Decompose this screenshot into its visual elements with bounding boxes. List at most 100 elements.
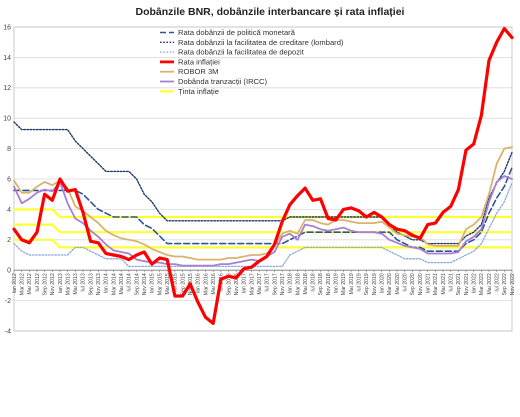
x-tick-label: Mai 2016	[211, 273, 217, 294]
x-tick-label: Mai 2012	[27, 273, 33, 294]
y-tick-label: 6	[7, 176, 11, 183]
series-line-inflation-target-band	[14, 238, 512, 249]
x-tick-label: Mar 2019	[341, 273, 347, 295]
x-tick-label: Mai 2018	[303, 273, 309, 294]
x-tick-label: Mar 2014	[111, 273, 117, 295]
x-tick-label: Mai 2021	[441, 273, 447, 294]
x-tick-label: Mai 2022	[487, 273, 493, 294]
x-tick-label: Ian 2016	[196, 273, 202, 293]
x-tick-label: Ian 2018	[288, 273, 294, 293]
x-tick-label: Sep 2021	[456, 273, 462, 295]
series-group	[14, 208, 512, 249]
y-tick-label: 0	[7, 268, 11, 275]
x-tick-label: Mar 2012	[19, 273, 25, 295]
x-tick-label: Ian 2013	[58, 273, 64, 293]
y-tick-label: -2	[5, 298, 11, 305]
x-tick-label: Iul 2013	[81, 273, 87, 292]
x-tick-label: Mai 2019	[349, 273, 355, 294]
x-tick-label: Sep 2015	[180, 273, 186, 295]
x-tick-label: Mai 2017	[257, 273, 263, 294]
x-tick-label: Ian 2014	[104, 273, 110, 293]
y-tick-label: 14	[3, 55, 11, 62]
x-tick-label: Iul 2015	[173, 273, 179, 292]
legend-label: Rata inflației	[178, 57, 220, 66]
x-tick-label: Sep 2014	[134, 273, 140, 295]
series-group	[13, 166, 513, 252]
x-tick-label: Mar 2017	[249, 273, 255, 295]
x-tick-label: Mar 2021	[433, 273, 439, 295]
y-tick-label: 8	[7, 146, 11, 153]
x-tick-label: Sep 2022	[502, 273, 508, 295]
x-tick-label: Nov 2017	[280, 273, 286, 295]
x-tick-label: Iul 2014	[127, 273, 133, 292]
series-group	[13, 182, 513, 268]
y-tick-label: 10	[3, 116, 11, 123]
x-tick-label: Nov 2019	[372, 273, 378, 295]
x-tick-label: Iul 2022	[494, 273, 500, 292]
x-tick-label: Ian 2017	[242, 273, 248, 293]
x-tick-label: Sep 2013	[88, 273, 94, 295]
x-tick-label: Mar 2013	[65, 273, 71, 295]
series-layer	[12, 26, 514, 325]
legend-label: Ținta inflație	[178, 87, 219, 96]
x-tick-label: Iul 2017	[265, 273, 271, 292]
x-tick-label: Mai 2013	[73, 273, 79, 294]
x-tick-label: Iul 2012	[35, 273, 41, 292]
x-tick-label: Iul 2018	[311, 273, 317, 292]
y-tick-label: 4	[7, 207, 11, 214]
x-tick-label: Ian 2020	[380, 273, 386, 293]
x-tick-label: Mai 2020	[395, 273, 401, 294]
x-tick-label: Mai 2015	[165, 273, 171, 294]
x-tick-label: Mai 2014	[119, 273, 125, 294]
x-tick-label: Ian 2012	[12, 273, 18, 293]
legend-label: Rata dobânzii de politică monetară	[178, 28, 296, 37]
series-line-inflation-target-band	[14, 208, 512, 219]
x-tick-label: Nov 2016	[234, 273, 240, 295]
y-tick-label: 2	[7, 237, 11, 244]
series-line	[13, 121, 513, 245]
series-line	[13, 166, 513, 252]
series-line	[13, 182, 513, 268]
x-tick-label: Sep 2020	[410, 273, 416, 295]
x-tick-label: Mar 2020	[387, 273, 393, 295]
legend-label: Rata dobânzii la facilitatea de depozit	[178, 48, 305, 57]
series-line	[12, 26, 514, 325]
x-tick-label: Iul 2021	[449, 273, 455, 292]
legend-label: ROBOR 3M	[178, 67, 219, 76]
x-tick-label: Iul 2019	[357, 273, 363, 292]
legend-label: Rata dobânzii la facilitatea de creditar…	[178, 38, 344, 47]
x-tick-label: Mar 2022	[479, 273, 485, 295]
series-group	[13, 121, 513, 245]
x-tick-label: Ian 2021	[426, 273, 432, 293]
y-tick-label: 16	[3, 24, 11, 31]
y-tick-label: -4	[5, 328, 11, 335]
x-tick-label: Sep 2012	[42, 273, 48, 295]
x-tick-label: Mar 2015	[157, 273, 163, 295]
x-tick-label: Mar 2016	[203, 273, 209, 295]
chart-title: Dobânzile BNR, dobânzile interbancare și…	[136, 6, 405, 18]
x-tick-label: Mar 2018	[295, 273, 301, 295]
x-tick-label: Sep 2016	[226, 273, 232, 295]
x-tick-label: Nov 2013	[96, 273, 102, 295]
x-tick-label: Nov 2018	[326, 273, 332, 295]
series-group	[13, 146, 513, 261]
legend-label: Dobânda tranzacții (IRCC)	[178, 77, 268, 86]
x-tick-label: Nov 2022	[510, 273, 516, 295]
x-tick-label: Nov 2014	[142, 273, 148, 295]
x-tick-label: Iul 2020	[403, 273, 409, 292]
x-tick-label: Ian 2019	[334, 273, 340, 293]
x-tick-label: Ian 2015	[150, 273, 156, 293]
x-tick-label: Ian 2022	[471, 273, 477, 293]
series-line	[13, 146, 513, 261]
x-tick-label: Nov 2020	[418, 273, 424, 295]
x-tick-label: Sep 2018	[318, 273, 324, 295]
x-tick-label: Sep 2017	[272, 273, 278, 295]
x-tick-label: Sep 2019	[364, 273, 370, 295]
series-line-inflation-target	[14, 223, 512, 234]
x-tick-label: Nov 2012	[50, 273, 56, 295]
y-tick-label: 12	[3, 85, 11, 92]
